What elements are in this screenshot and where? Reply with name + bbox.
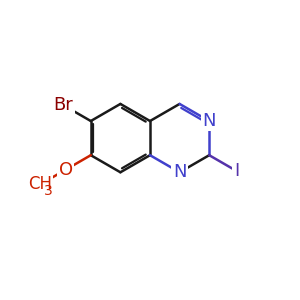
Text: O: O [58,161,73,179]
Text: Br: Br [54,96,74,114]
Text: N: N [173,163,186,181]
Text: N: N [202,112,216,130]
Text: CH: CH [28,175,52,193]
Text: 3: 3 [44,184,53,198]
Text: I: I [234,162,239,180]
